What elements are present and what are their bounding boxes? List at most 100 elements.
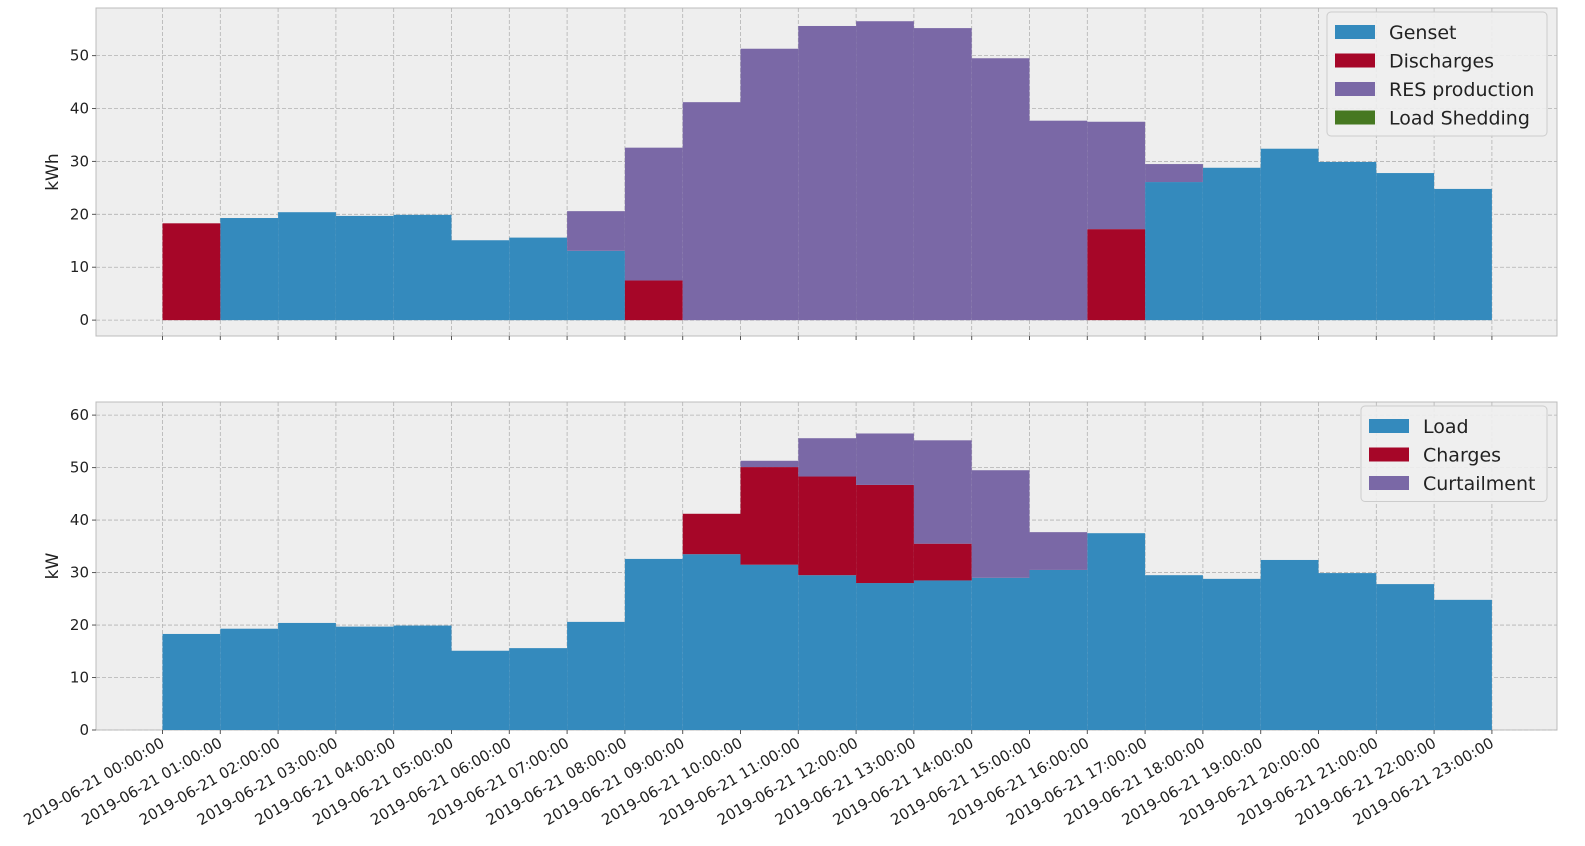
- y-tick-label: 0: [79, 311, 89, 329]
- bar-res-production: [1087, 121, 1146, 230]
- bar-charges: [913, 543, 972, 581]
- bar-genset: [1260, 148, 1319, 321]
- bar-load: [856, 583, 914, 730]
- bar-load: [1202, 578, 1261, 730]
- bar-res-production: [1145, 164, 1203, 183]
- y-axis-label: kWh: [43, 153, 63, 190]
- x-axis: [162, 336, 1493, 340]
- legend-label-discharges: Discharges: [1389, 51, 1494, 73]
- bar-load: [971, 577, 1030, 730]
- bar-discharges: [162, 223, 221, 321]
- bar-curtailment: [913, 440, 972, 544]
- bar-res-production: [798, 25, 857, 321]
- legend-swatch-load: [1369, 419, 1409, 433]
- bar-curtailment: [1029, 532, 1088, 570]
- legend-label-res-production: RES production: [1389, 79, 1534, 101]
- bar-res-production: [913, 28, 972, 321]
- y-tick-label: 30: [70, 564, 89, 582]
- bar-discharges: [1087, 229, 1146, 321]
- legend-frame: [1326, 11, 1548, 137]
- bar-genset: [451, 240, 510, 321]
- legend-label-genset: Genset: [1389, 22, 1457, 44]
- y-tick-label: 10: [70, 669, 89, 687]
- bars: [162, 433, 1492, 730]
- bar-load: [162, 633, 221, 730]
- bar-genset: [278, 212, 336, 321]
- bar-load: [740, 564, 799, 730]
- legend-swatch-res-production: [1335, 82, 1375, 96]
- y-axis-label: kW: [43, 552, 63, 579]
- bar-genset: [393, 214, 452, 321]
- bar-load: [1145, 575, 1203, 730]
- bar-load: [278, 622, 336, 730]
- bar-res-production: [1029, 120, 1088, 321]
- bar-load: [509, 648, 568, 730]
- bars: [162, 21, 1492, 321]
- bar-load: [335, 626, 394, 730]
- bar-load: [1376, 584, 1435, 730]
- legend-label-charges: Charges: [1423, 445, 1501, 467]
- legend-label-load-shedding: Load Shedding: [1389, 108, 1530, 130]
- bar-charges: [856, 484, 914, 584]
- y-axis: 0 10 20 30 40 50: [70, 47, 96, 329]
- bottom-power-chart: 0 10 20 30 40 50 60 kW 2019-06-21 00:00:002019-0…: [21, 401, 1558, 829]
- bar-discharges: [624, 280, 683, 321]
- bar-genset: [1434, 188, 1492, 321]
- bar-load: [1260, 559, 1319, 730]
- bar-load: [1029, 569, 1088, 730]
- bar-load: [624, 558, 683, 730]
- legend: Load Charges Curtailment: [1360, 405, 1548, 502]
- y-tick-label: 40: [70, 511, 89, 529]
- y-tick-label: 30: [70, 152, 89, 170]
- bar-genset: [1318, 161, 1377, 321]
- y-tick-label: 50: [70, 47, 89, 65]
- bar-curtailment: [798, 438, 857, 477]
- bar-curtailment: [971, 470, 1030, 578]
- bar-charges: [682, 513, 741, 555]
- bar-load: [1318, 573, 1377, 730]
- bar-genset: [567, 250, 625, 321]
- y-tick-label: 20: [70, 616, 89, 634]
- legend-swatch-load-shedding: [1335, 110, 1375, 125]
- bar-genset: [1376, 173, 1435, 321]
- y-axis: 0 10 20 30 40 50 60: [70, 406, 96, 739]
- y-tick-label: 40: [70, 100, 89, 118]
- bar-genset: [220, 218, 279, 321]
- legend-swatch-curtailment: [1369, 476, 1409, 490]
- bar-res-production: [567, 211, 625, 251]
- bar-genset: [335, 215, 394, 321]
- bar-load: [1087, 533, 1146, 730]
- y-tick-label: 10: [70, 258, 89, 276]
- bar-load: [451, 650, 510, 730]
- bar-res-production: [740, 48, 799, 321]
- bar-curtailment: [856, 433, 914, 485]
- y-tick-label: 0: [79, 721, 89, 739]
- bar-res-production: [971, 58, 1030, 321]
- top-energy-chart: 0 10 20 30 40 50 kWh Genset Discharges RES produc…: [43, 7, 1558, 340]
- bar-curtailment: [740, 460, 799, 468]
- legend-label-curtailment: Curtailment: [1423, 473, 1535, 495]
- bar-load: [913, 580, 972, 730]
- y-tick-label: 60: [70, 406, 89, 424]
- bar-load: [393, 625, 452, 730]
- bar-genset: [509, 237, 568, 321]
- legend: Genset Discharges RES production Load Shedd…: [1326, 11, 1548, 137]
- y-tick-label: 50: [70, 459, 89, 477]
- bar-load: [220, 628, 279, 730]
- bar-load: [682, 554, 741, 730]
- bar-res-production: [856, 21, 914, 321]
- bar-charges: [798, 476, 857, 576]
- bar-load: [567, 621, 625, 730]
- legend-swatch-charges: [1369, 447, 1409, 462]
- y-tick-label: 20: [70, 205, 89, 223]
- legend-label-load: Load: [1423, 416, 1469, 438]
- legend-swatch-genset: [1335, 25, 1375, 39]
- bar-res-production: [682, 102, 741, 321]
- bar-charges: [740, 467, 799, 565]
- legend-swatch-discharges: [1335, 53, 1375, 68]
- bar-load: [1434, 599, 1492, 730]
- bar-res-production: [624, 147, 683, 281]
- bar-genset: [1202, 167, 1261, 321]
